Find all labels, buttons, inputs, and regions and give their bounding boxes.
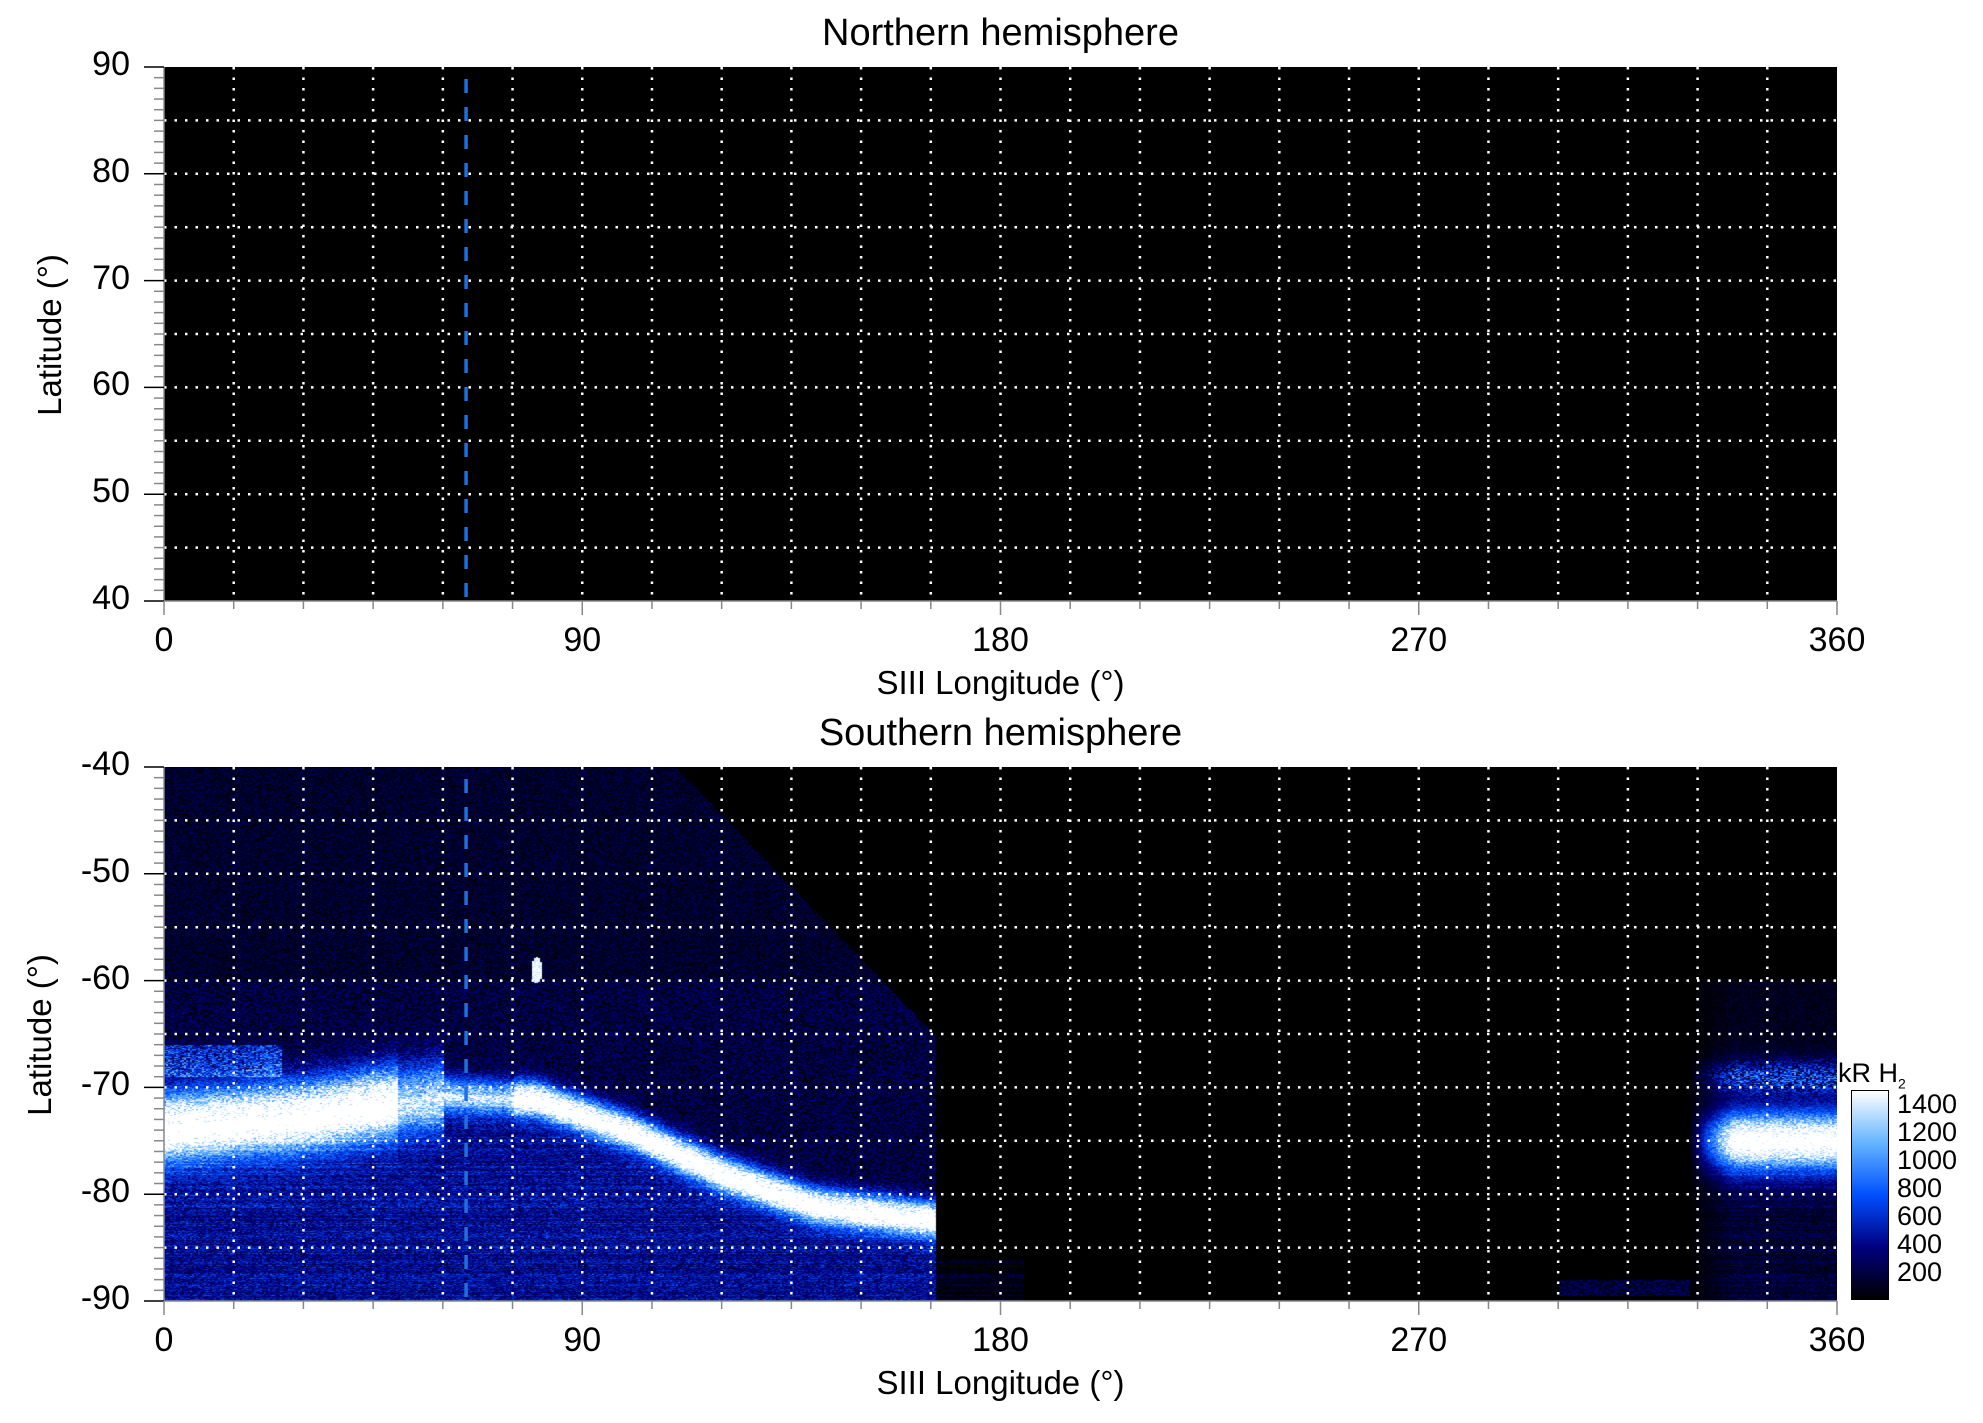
y-tick-label: 60 — [92, 365, 130, 404]
y-tick-label: -50 — [80, 851, 130, 890]
y-tick-label: 90 — [92, 45, 130, 83]
colorbar-tick-label: 1400 — [1897, 1089, 1958, 1119]
colorbar-unit: kR H2 — [1838, 1058, 1906, 1091]
south-xlabel: SIII Longitude (°) — [876, 1364, 1125, 1401]
colorbar-tick-label: 800 — [1897, 1173, 1943, 1203]
north-map-image — [164, 67, 1837, 601]
x-tick-label: 0 — [154, 621, 174, 659]
colorbar-tick-label: 200 — [1897, 1257, 1943, 1287]
north-panel — [164, 67, 1837, 601]
colorbar-unit-subscript: 2 — [1898, 1075, 1906, 1092]
y-tick-label: 80 — [92, 151, 130, 190]
colorbar — [1851, 1090, 1889, 1300]
y-tick-label: -80 — [80, 1172, 130, 1211]
y-tick-label: 70 — [92, 258, 130, 297]
x-tick-label: 270 — [1390, 621, 1448, 659]
south-aurora-image — [164, 767, 1837, 1301]
x-tick-label: 0 — [154, 1321, 174, 1359]
colorbar-unit-text: kR H — [1838, 1058, 1898, 1088]
south-title: Southern hemisphere — [818, 712, 1183, 754]
colorbar-tick-label: 1000 — [1897, 1145, 1958, 1175]
y-tick-label: -70 — [80, 1065, 130, 1104]
x-tick-label: 180 — [972, 621, 1029, 659]
north-xlabel: SIII Longitude (°) — [876, 664, 1125, 701]
x-tick-label: 90 — [563, 621, 602, 659]
colorbar-tick-label: 400 — [1897, 1229, 1943, 1259]
y-tick-label: -60 — [80, 958, 130, 997]
north-title: Northern hemisphere — [822, 12, 1179, 54]
x-tick-label: 360 — [1808, 1321, 1866, 1359]
x-tick-label: 90 — [563, 1321, 602, 1359]
y-tick-label: -90 — [80, 1279, 130, 1317]
y-tick-label: -40 — [80, 745, 130, 783]
colorbar-tick-label: 1200 — [1897, 1117, 1958, 1147]
south-panel — [164, 767, 1837, 1301]
x-tick-label: 180 — [972, 1321, 1029, 1359]
x-tick-label: 270 — [1390, 1321, 1448, 1359]
y-tick-label: 40 — [92, 579, 130, 617]
y-tick-label: 50 — [92, 472, 130, 511]
colorbar-tick-label: 600 — [1897, 1201, 1943, 1231]
x-tick-label: 360 — [1808, 621, 1866, 659]
